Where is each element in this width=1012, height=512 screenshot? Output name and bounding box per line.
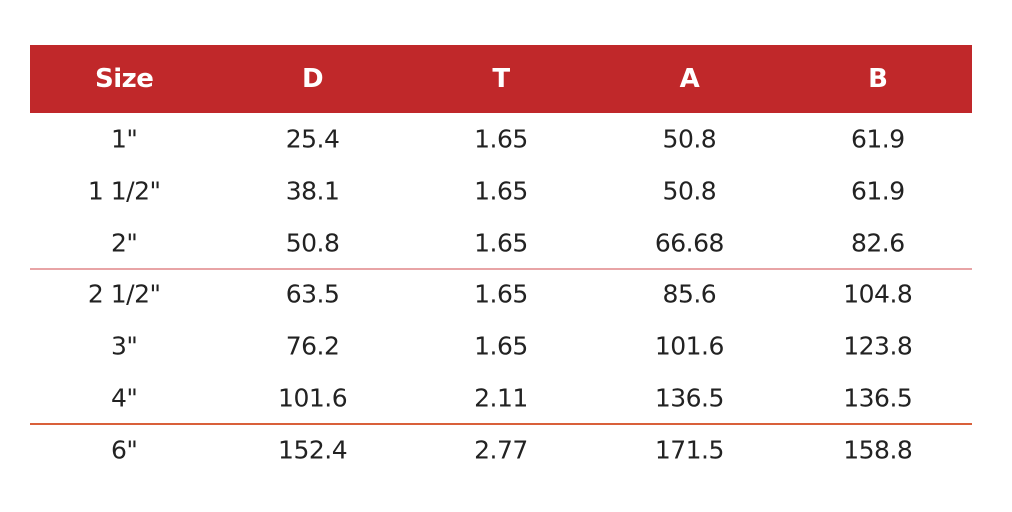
table-cell: 4" — [110, 383, 138, 413]
row-separator — [30, 268, 972, 270]
table-cell: 101.6 — [654, 331, 725, 361]
row-separator — [30, 423, 972, 425]
table-cell: 1" — [110, 124, 138, 154]
table-cell: 152.4 — [278, 435, 348, 465]
table-cell: 61.9 — [850, 176, 905, 206]
table-cell: 50.8 — [662, 124, 717, 154]
table-cell: 2 1/2" — [87, 279, 161, 309]
table-cell: 82.6 — [850, 228, 905, 258]
header-cell: T — [492, 64, 510, 94]
header-cell: D — [302, 64, 324, 94]
table-cell: 158.8 — [843, 435, 913, 465]
table-cell: 2.11 — [474, 383, 528, 413]
table-cell: 76.2 — [285, 331, 340, 361]
table-cell: 1.65 — [474, 124, 528, 154]
header-cell: A — [679, 64, 700, 94]
table-cell: 38.1 — [285, 176, 340, 206]
table-cell: 66.68 — [654, 228, 725, 258]
table-cell: 136.5 — [843, 383, 913, 413]
table-cell: 123.8 — [843, 331, 913, 361]
table-cell: 50.8 — [285, 228, 340, 258]
table-cell: 104.8 — [843, 279, 913, 309]
table-cell: 61.9 — [850, 124, 905, 154]
header-cell: B — [868, 64, 888, 94]
table-cell: 25.4 — [285, 124, 340, 154]
table-cell: 2.77 — [474, 435, 528, 465]
table-cell: 1.65 — [474, 228, 528, 258]
table-cell: 3" — [110, 331, 138, 361]
table-cell: 6" — [110, 435, 138, 465]
table-cell: 101.6 — [278, 383, 348, 413]
header-bar — [30, 45, 972, 113]
table-cell: 136.5 — [654, 383, 725, 413]
table-cell: 1.65 — [474, 331, 528, 361]
table-cell: 171.5 — [654, 435, 725, 465]
table-cell: 1.65 — [474, 176, 528, 206]
table-cell: 50.8 — [662, 176, 717, 206]
table-cell: 1 1/2" — [87, 176, 161, 206]
table-cell: 63.5 — [285, 279, 340, 309]
table-cell: 2" — [110, 228, 138, 258]
table-cell: 85.6 — [662, 279, 717, 309]
header-cell: Size — [94, 64, 154, 94]
table-cell: 1.65 — [474, 279, 528, 309]
